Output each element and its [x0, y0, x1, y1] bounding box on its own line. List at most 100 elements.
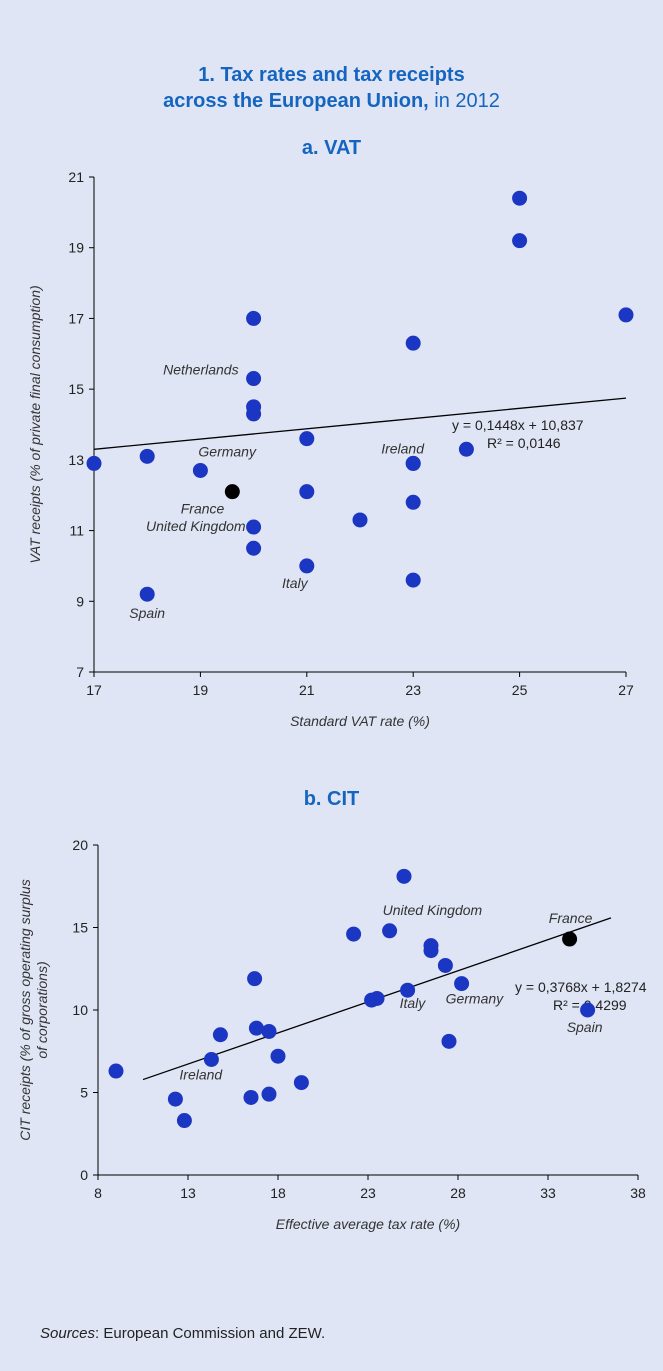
vat-x-tick-label: 21	[299, 682, 315, 698]
cit-point-label: United Kingdom	[383, 902, 483, 918]
vat-point	[512, 233, 528, 249]
vat-point-highlight	[224, 484, 240, 500]
vat-point-label: Germany	[198, 443, 257, 459]
vat-point	[618, 307, 634, 323]
chart-b-title: b. CIT	[303, 788, 360, 810]
cit-point	[400, 982, 416, 998]
cit-point	[243, 1089, 259, 1105]
cit-y-tick-label: 20	[72, 837, 88, 853]
vat-point	[299, 431, 315, 447]
title-line-2: across the European Union, in 2012	[0, 88, 663, 114]
vat-trend-equation: y = 0,1448x + 10,837	[452, 417, 584, 433]
vat-y-axis-label: VAT receipts (% of private final consump…	[27, 285, 43, 563]
cit-point	[396, 868, 412, 884]
vat-point	[405, 494, 421, 510]
vat-y-tick-label: 17	[68, 310, 84, 326]
cit-x-tick-label: 13	[180, 1185, 196, 1201]
vat-point-label: Ireland	[381, 440, 425, 456]
cit-y-tick-label: 10	[72, 1002, 88, 1018]
vat-x-axis-label: Standard VAT rate (%)	[290, 713, 430, 729]
vat-trend-r2: R² = 0,0146	[487, 435, 561, 451]
cit-point	[108, 1063, 124, 1079]
vat-y-tick-label: 13	[68, 452, 84, 468]
cit-point	[261, 1023, 277, 1039]
cit-x-tick-label: 8	[94, 1185, 102, 1201]
vat-point	[86, 455, 102, 471]
title-line-1: 1. Tax rates and tax receipts	[198, 64, 465, 86]
cit-point	[203, 1052, 219, 1067]
cit-point	[293, 1075, 309, 1091]
cit-point	[248, 1020, 264, 1036]
vat-x-tick-label: 17	[86, 682, 102, 698]
cit-point	[247, 971, 263, 987]
vat-point	[192, 462, 208, 478]
vat-point-label: France	[181, 501, 225, 517]
cit-trend-equation: y = 0,3768x + 1,8274	[515, 979, 647, 995]
cit-point-label: Spain	[567, 1019, 603, 1035]
cit-x-tick-label: 33	[540, 1185, 556, 1201]
vat-y-tick-label: 11	[69, 523, 84, 539]
cit-y-axis-label: of corporations)	[34, 961, 50, 1058]
cit-point	[369, 990, 385, 1006]
cit-point-highlight	[562, 931, 578, 947]
vat-point	[246, 406, 262, 422]
vat-point	[139, 448, 155, 464]
vat-point	[299, 484, 315, 500]
vat-point	[405, 335, 421, 351]
vat-point	[139, 586, 155, 602]
vat-y-tick-label: 19	[68, 240, 84, 256]
sources-label: Sources	[40, 1325, 96, 1342]
cit-point-label: Italy	[400, 995, 427, 1011]
cit-point	[454, 976, 470, 992]
sources-text: : European Commission and ZEW.	[95, 1325, 326, 1342]
vat-x-tick-label: 19	[193, 682, 209, 698]
figure-title: 1. Tax rates and tax receipts across the…	[0, 62, 663, 114]
vat-point	[352, 512, 368, 528]
cit-point-label: Ireland	[179, 1067, 223, 1083]
vat-point	[246, 310, 262, 326]
cit-point	[580, 1002, 596, 1018]
vat-point	[458, 441, 474, 457]
cit-y-tick-label: 15	[72, 920, 88, 936]
vat-x-tick-label: 23	[405, 682, 421, 698]
title-year: in 2012	[428, 90, 500, 112]
vat-y-tick-label: 7	[76, 664, 84, 680]
cit-point	[167, 1091, 183, 1107]
vat-point	[246, 540, 262, 556]
sources-note: Sources: European Commission and ZEW.	[40, 1325, 325, 1342]
cit-point-label: Germany	[446, 991, 505, 1007]
vat-point-label: Spain	[129, 605, 165, 621]
cit-x-axis-label: Effective average tax rate (%)	[276, 1216, 460, 1232]
vat-trendline	[93, 397, 627, 450]
cit-x-tick-label: 28	[450, 1185, 466, 1201]
title-line-2-bold: across the European Union,	[163, 90, 429, 112]
cit-point	[441, 1033, 457, 1049]
cit-point	[423, 943, 439, 959]
vat-point	[405, 572, 421, 588]
vat-y-tick-label: 15	[68, 381, 84, 397]
cit-point	[176, 1113, 192, 1129]
cit-point	[261, 1086, 277, 1102]
vat-point	[512, 190, 528, 206]
cit-x-tick-label: 23	[360, 1185, 376, 1201]
vat-scatter-chart: 7 9 11 13 15 17 19 21 17 19 21 23 25 27 Standard VAT r…	[27, 169, 634, 729]
cit-point	[382, 923, 398, 939]
vat-point	[299, 558, 315, 574]
vat-point-label: Italy	[282, 575, 309, 591]
vat-y-tick-label: 21	[68, 169, 84, 185]
vat-x-tick-label: 27	[618, 682, 634, 698]
vat-point	[246, 371, 262, 387]
cit-point	[212, 1027, 228, 1043]
vat-point-label: United Kingdom	[146, 518, 246, 534]
cit-x-tick-label: 38	[630, 1185, 646, 1201]
vat-y-tick-label: 9	[76, 593, 84, 609]
cit-y-tick-label: 0	[80, 1167, 88, 1183]
vat-point-label: Netherlands	[163, 362, 239, 378]
vat-point	[246, 519, 262, 535]
cit-point	[270, 1048, 286, 1064]
vat-point	[405, 455, 421, 471]
chart-a-title: a. VAT	[301, 137, 362, 159]
cit-point	[346, 926, 362, 942]
